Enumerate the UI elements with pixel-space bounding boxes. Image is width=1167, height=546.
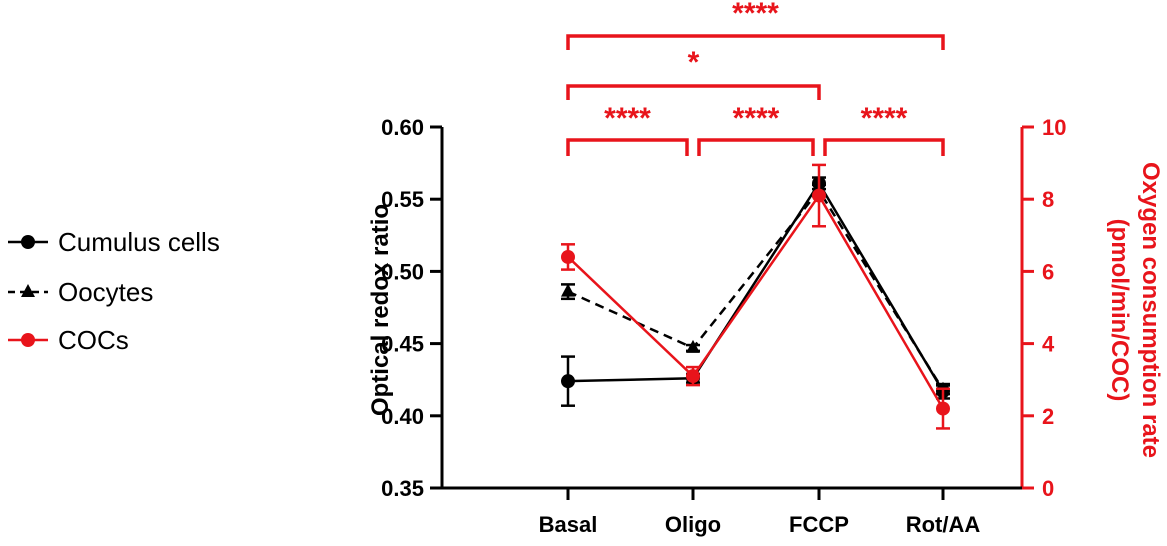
- y-axis-left-label: Optical redox ratio: [367, 204, 394, 416]
- legend-label: Cumulus cells: [58, 227, 220, 257]
- legend-marker-triangle: [21, 284, 35, 297]
- x-tick-label: Oligo: [665, 512, 721, 537]
- significance-bracket: [566, 138, 689, 156]
- significance-label: ****: [861, 102, 908, 135]
- significance-bracket: [823, 138, 945, 156]
- y-axis-right-label-line1: Oxygen consumption rate: [1137, 162, 1164, 458]
- series-line-1: [567, 188, 945, 391]
- data-point-circle: [936, 401, 950, 416]
- significance-bracket: [566, 84, 821, 100]
- x-tick-label: Rot/AA: [906, 512, 981, 537]
- x-tick-label: Basal: [539, 512, 598, 537]
- y-right-tick-label: 0: [1042, 476, 1054, 501]
- y-left-tick-label: 0.45: [381, 332, 424, 357]
- series-line-0: [567, 180, 945, 392]
- data-point-circle: [686, 369, 700, 384]
- data-point-triangle: [561, 283, 575, 297]
- y-right-tick-label: 2: [1042, 404, 1054, 429]
- legend-label: Oocytes: [58, 277, 153, 307]
- significance-label: *: [688, 46, 700, 79]
- data-point-circle: [561, 249, 575, 264]
- y-right-tick-label: 10: [1042, 115, 1066, 140]
- legend-label: COCs: [58, 325, 129, 355]
- data-point-circle: [561, 374, 575, 389]
- significance-bracket: [697, 138, 815, 156]
- significance-label: ****: [732, 0, 779, 30]
- y-left-tick-label: 0.50: [381, 259, 424, 284]
- y-left-tick-label: 0.55: [381, 187, 424, 212]
- y-right-tick-label: 4: [1042, 332, 1055, 357]
- data-point-circle: [812, 188, 826, 203]
- y-right-tick-label: 6: [1042, 259, 1054, 284]
- legend-marker-circle: [21, 333, 35, 347]
- y-right-tick-label: 8: [1042, 187, 1054, 212]
- y-left-tick-label: 0.40: [381, 404, 424, 429]
- significance-bracket: [566, 34, 945, 50]
- legend-marker-circle: [21, 235, 35, 249]
- significance-label: ****: [733, 102, 780, 135]
- y-axis-right-label-line2: (pmol/min/COC): [1106, 219, 1133, 402]
- significance-label: ****: [604, 102, 651, 135]
- y-left-tick-label: 0.60: [381, 115, 424, 140]
- x-tick-label: FCCP: [789, 512, 849, 537]
- data-point-triangle: [686, 339, 700, 353]
- series-line-2: [567, 193, 945, 410]
- y-left-tick-label: 0.35: [381, 476, 424, 501]
